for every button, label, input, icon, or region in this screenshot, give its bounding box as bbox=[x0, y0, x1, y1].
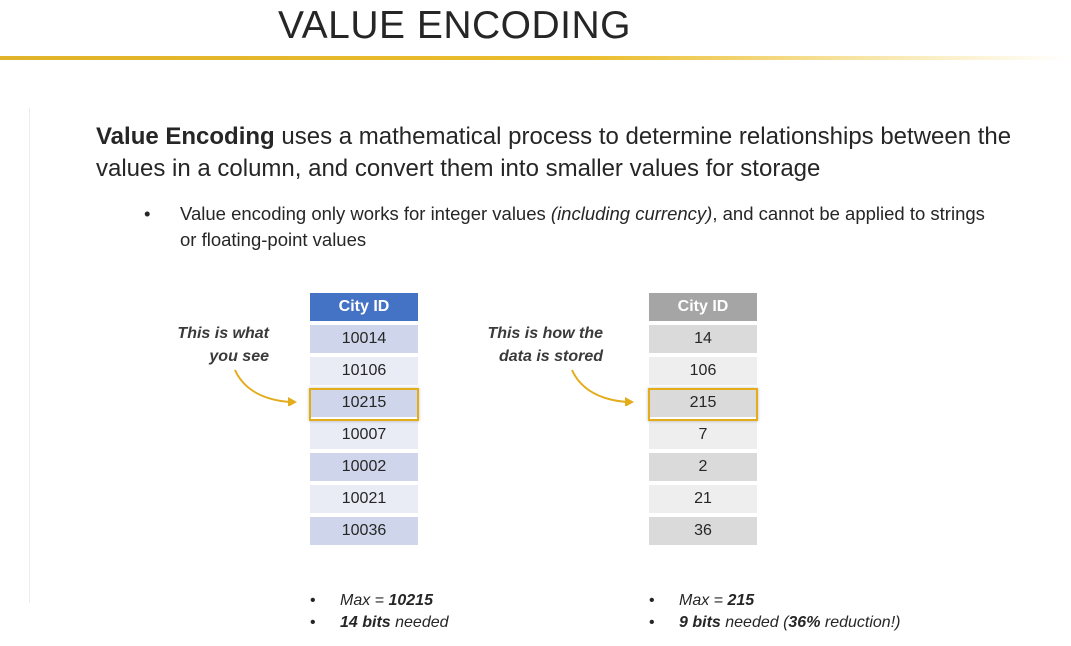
bullet-dot: • bbox=[310, 592, 316, 609]
left-table-header: City ID bbox=[310, 293, 418, 321]
max-value: 10215 bbox=[388, 592, 433, 609]
max-label: Max = bbox=[340, 592, 389, 609]
title-underline bbox=[0, 56, 1071, 60]
left-annotation-line1: This is what bbox=[177, 325, 269, 342]
max-value: 215 bbox=[727, 592, 755, 609]
table-cell: 10002 bbox=[310, 453, 418, 481]
bullet-text: Value encoding only works for integer va… bbox=[180, 201, 1000, 253]
table-cell: 10106 bbox=[310, 357, 418, 385]
table-cell: 10007 bbox=[310, 421, 418, 449]
left-annotation: This is what you see bbox=[140, 322, 269, 368]
left-max-line: Max = 10215 bbox=[340, 590, 433, 612]
left-bits-line: 14 bits needed bbox=[340, 612, 449, 634]
bullet-text-start: Value encoding only works for integer va… bbox=[180, 203, 551, 224]
right-stats: • Max = 215 • 9 bits needed (36% reducti… bbox=[649, 590, 949, 636]
right-bits-line: 9 bits needed (36% reduction!) bbox=[679, 612, 900, 634]
right-annotation-line1: This is how the bbox=[487, 325, 603, 342]
bullet-dot: • bbox=[310, 614, 316, 631]
right-city-id-table: City ID 14 106 215 7 2 21 36 bbox=[649, 289, 757, 549]
bullet-text-italic: (including currency) bbox=[550, 203, 713, 224]
table-cell: 14 bbox=[649, 325, 757, 353]
lead-bold-term: Value Encoding bbox=[96, 123, 275, 150]
bullet-dot: • bbox=[649, 614, 655, 631]
table-cell: 215 bbox=[649, 389, 757, 417]
right-highlight-box bbox=[648, 388, 758, 421]
slide-title: VALUE ENCODING bbox=[278, 4, 632, 47]
table-cell: 10036 bbox=[310, 517, 418, 545]
max-label: Max = bbox=[679, 592, 728, 609]
table-cell: 36 bbox=[649, 517, 757, 545]
right-max-line: Max = 215 bbox=[679, 590, 754, 612]
table-cell: 7 bbox=[649, 421, 757, 449]
lead-paragraph: Value Encoding uses a mathematical proce… bbox=[96, 121, 1026, 185]
right-arrow-icon bbox=[571, 369, 634, 406]
lead-text: uses a mathematical process to determine… bbox=[96, 123, 1012, 182]
left-annotation-line2: you see bbox=[209, 348, 269, 365]
left-arrow-icon bbox=[234, 369, 297, 406]
left-city-id-table: City ID 10014 10106 10215 10007 10002 10… bbox=[310, 289, 418, 549]
reduction-label: reduction!) bbox=[820, 614, 901, 631]
left-margin-line bbox=[29, 108, 30, 603]
left-stats: • Max = 10215 • 14 bits needed bbox=[310, 590, 510, 636]
bits-label: needed bbox=[390, 614, 449, 631]
right-table-header: City ID bbox=[649, 293, 757, 321]
bits-label: needed ( bbox=[720, 614, 789, 631]
table-cell: 10014 bbox=[310, 325, 418, 353]
reduction-value: 36% bbox=[788, 614, 821, 631]
right-annotation-line2: data is stored bbox=[498, 348, 603, 365]
table-cell: 21 bbox=[649, 485, 757, 513]
bits-value: 9 bits bbox=[679, 614, 721, 631]
bullet-dot: • bbox=[649, 592, 655, 609]
bullet-text-end: , and cannot be applied to strings or fl… bbox=[180, 203, 985, 250]
bits-value: 14 bits bbox=[340, 614, 391, 631]
bullet-dot: • bbox=[144, 203, 151, 224]
left-highlight-box bbox=[309, 388, 419, 421]
table-cell: 2 bbox=[649, 453, 757, 481]
table-cell: 10021 bbox=[310, 485, 418, 513]
table-cell: 10215 bbox=[310, 389, 418, 417]
table-cell: 106 bbox=[649, 357, 757, 385]
right-annotation: This is how the data is stored bbox=[470, 322, 603, 368]
